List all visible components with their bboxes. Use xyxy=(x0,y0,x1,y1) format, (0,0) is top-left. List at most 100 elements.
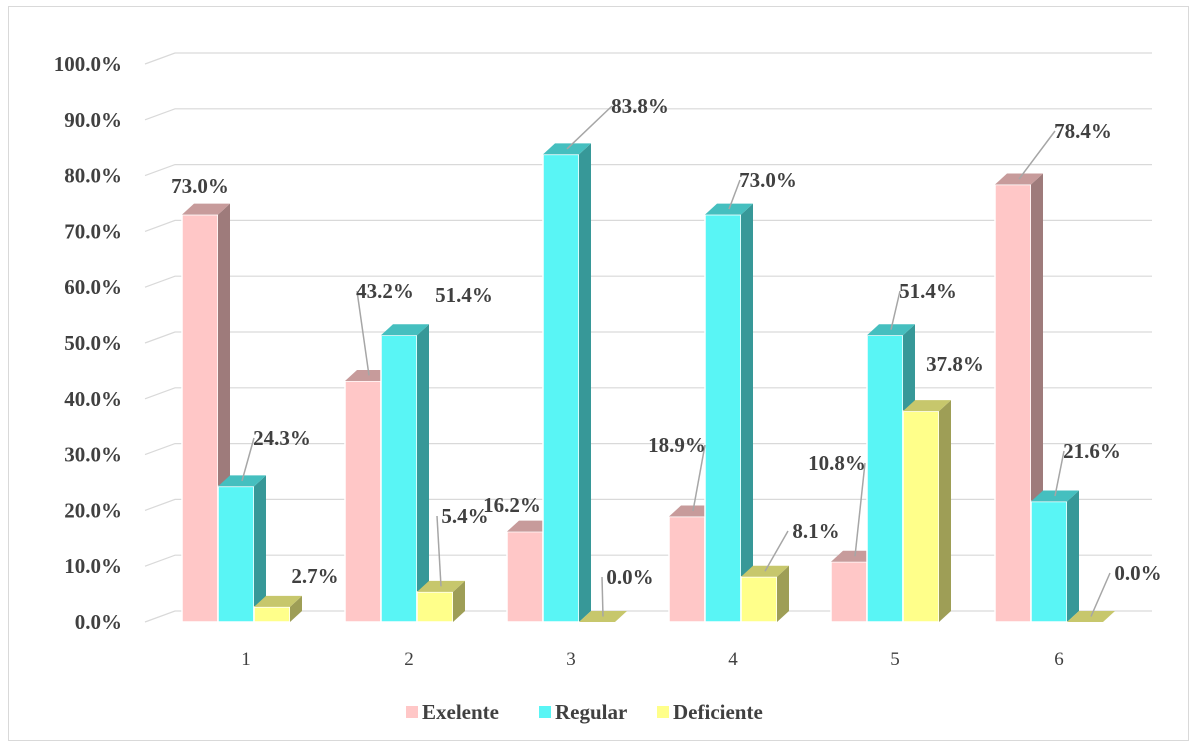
bar-regular-3 xyxy=(542,143,591,623)
y-tick-label: 80.0% xyxy=(64,164,122,188)
legend-label: Regular xyxy=(555,700,627,724)
y-tick-label: 10.0% xyxy=(64,554,122,578)
bar-top xyxy=(381,324,429,336)
bar-front xyxy=(253,606,291,623)
bar-top xyxy=(254,595,302,607)
leader-line xyxy=(601,576,604,617)
y-tick-label: 90.0% xyxy=(64,108,122,132)
gridline xyxy=(144,108,1152,121)
x-tick-label: 5 xyxy=(890,649,900,670)
data-label: 83.8% xyxy=(611,94,669,118)
data-label: 73.0% xyxy=(739,168,797,192)
leader-line xyxy=(764,530,789,572)
legend-item-regular: Regular xyxy=(539,700,627,724)
bar-side xyxy=(1067,490,1079,622)
data-label: 43.2% xyxy=(356,279,414,303)
bar-side xyxy=(579,143,591,622)
y-tick-label: 0.0% xyxy=(75,610,122,634)
bar-side xyxy=(741,203,753,622)
bar-regular-1 xyxy=(217,475,266,623)
bar-front xyxy=(994,183,1032,623)
leader-line xyxy=(566,105,613,150)
bar-front xyxy=(578,621,616,624)
y-tick-label: 40.0% xyxy=(64,387,122,411)
data-label: 51.4% xyxy=(899,279,957,303)
bar-regular-4 xyxy=(704,203,753,623)
bar-front xyxy=(344,380,382,623)
y-tick-label: 100.0% xyxy=(54,52,122,76)
bar-front xyxy=(506,530,544,623)
bar-deficiente-1 xyxy=(253,595,302,623)
bar-top xyxy=(903,400,951,412)
data-label: 78.4% xyxy=(1054,119,1112,143)
data-label: 51.4% xyxy=(435,283,493,307)
leader-line xyxy=(1054,450,1065,497)
legend-item-exelente: Exelente xyxy=(406,700,499,724)
bar-front xyxy=(740,576,778,623)
legend-label: Exelente xyxy=(422,700,499,724)
gridline xyxy=(144,554,1152,567)
bar-front xyxy=(181,213,219,623)
bars xyxy=(181,143,1115,624)
y-tick-label: 50.0% xyxy=(64,331,122,355)
leader-line xyxy=(356,290,370,376)
gridline xyxy=(144,610,1152,623)
y-tick-label: 30.0% xyxy=(64,443,122,467)
bar-side xyxy=(254,475,266,622)
data-label: 0.0% xyxy=(606,565,653,589)
data-label: 37.8% xyxy=(926,352,984,376)
bar-front xyxy=(380,334,418,623)
gridline xyxy=(144,219,1152,232)
data-labels: 73.0% 24.3% 2.7% 43.2% 51.4% 5.4%16.2% 83.8% 0.… xyxy=(171,94,1162,617)
leader-line xyxy=(436,515,442,587)
gridlines xyxy=(144,52,1152,623)
bar-front xyxy=(217,485,255,623)
bar-front xyxy=(1030,500,1068,623)
bar-front xyxy=(1066,621,1104,624)
leader-line xyxy=(1090,572,1111,617)
bar-side xyxy=(939,400,951,622)
gridline xyxy=(144,387,1152,400)
bar-regular-6 xyxy=(1030,490,1079,623)
leader-line xyxy=(692,444,706,512)
gridline xyxy=(144,275,1152,288)
x-tick-label: 3 xyxy=(566,649,576,670)
leader-line xyxy=(241,437,255,482)
gridline xyxy=(144,443,1152,456)
x-axis: 1 2 3 4 5 6 xyxy=(241,649,1064,670)
y-axis: 0.0% 10.0% 20.0% 30.0% 40.0% 50.0% 60.0% 70.0% 8… xyxy=(54,52,122,634)
legend-swatch xyxy=(657,706,669,718)
data-label: 10.8% xyxy=(808,451,866,475)
leader-line xyxy=(728,179,741,210)
y-tick-label: 70.0% xyxy=(64,219,122,243)
bar-front xyxy=(704,213,742,623)
y-tick-label: 20.0% xyxy=(64,498,122,522)
data-label: 18.9% xyxy=(648,433,706,457)
legend-swatch xyxy=(539,706,551,718)
leader-line xyxy=(890,290,901,330)
x-tick-label: 6 xyxy=(1054,649,1064,670)
legend-item-deficiente: Deficiente xyxy=(657,700,763,724)
legend: Exelente Regular Deficiente xyxy=(406,700,763,724)
gridline xyxy=(144,52,1152,65)
legend-swatch xyxy=(406,706,418,718)
gridline xyxy=(144,331,1152,344)
x-tick-label: 1 xyxy=(241,649,251,670)
data-label: 73.0% xyxy=(171,174,229,198)
bar-front xyxy=(830,560,868,623)
bar-front xyxy=(416,591,454,623)
bar-side xyxy=(290,595,302,622)
gridline xyxy=(144,164,1152,177)
bar-deficiente-4 xyxy=(740,565,789,623)
bar-side xyxy=(453,580,465,622)
data-label: 8.1% xyxy=(792,519,839,543)
data-label: 5.4% xyxy=(441,504,488,528)
y-tick-label: 60.0% xyxy=(64,275,122,299)
bar-front xyxy=(542,153,580,623)
data-label: 2.7% xyxy=(291,564,338,588)
bar-regular-2 xyxy=(380,324,429,623)
leader-line xyxy=(854,462,866,557)
data-label: 16.2% xyxy=(483,493,541,517)
bar-front xyxy=(866,334,904,623)
